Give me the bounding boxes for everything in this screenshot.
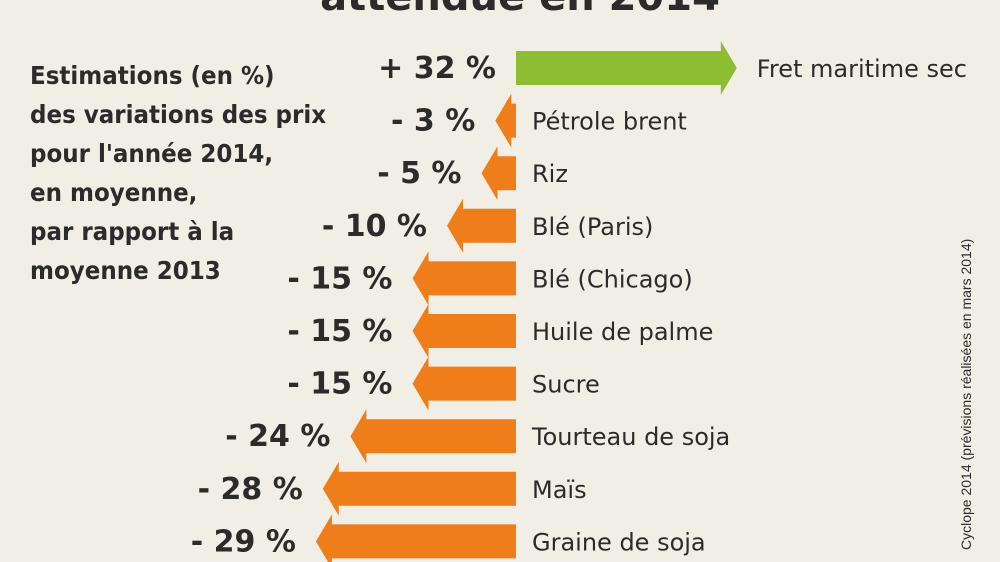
category-label: Riz — [532, 160, 568, 188]
description-line: des variations des prix — [30, 100, 327, 129]
value-label: - 5 % — [377, 156, 461, 191]
value-label: - 24 % — [225, 419, 330, 454]
description-line: moyenne 2013 — [30, 256, 221, 285]
bar-arrow — [516, 41, 737, 95]
bar-arrow — [412, 251, 516, 306]
description-line: par rapport à la — [30, 217, 235, 246]
value-label: + 32 % — [378, 51, 496, 86]
chart-title: attendue en 2014 — [300, 0, 740, 20]
value-label: - 15 % — [287, 314, 392, 349]
value-label: - 15 % — [287, 261, 392, 296]
value-label: - 29 % — [191, 524, 296, 559]
source-note: Cyclope 2014 (prévisions réalisées en ma… — [958, 238, 974, 550]
description-line: en moyenne, — [30, 178, 198, 207]
bar-arrow — [315, 514, 516, 562]
category-label: Tourteau de soja — [531, 423, 730, 451]
bar-arrow — [322, 461, 516, 516]
category-label: Graine de soja — [532, 528, 706, 556]
chart-description: Estimations (en %) des variations des pr… — [30, 56, 343, 290]
category-label: Blé (Chicago) — [532, 265, 693, 293]
value-label: - 10 % — [322, 209, 427, 244]
category-label: Blé (Paris) — [532, 213, 653, 241]
category-label: Sucre — [532, 371, 600, 399]
bar-arrow — [350, 409, 516, 464]
bar-arrow — [412, 304, 516, 358]
value-label: - 3 % — [391, 104, 475, 139]
category-label: Maïs — [532, 476, 587, 504]
value-label: - 28 % — [198, 472, 303, 507]
category-label: Pétrole brent — [532, 108, 687, 136]
category-label: Fret maritime sec — [757, 55, 967, 83]
bar-arrow — [412, 356, 516, 411]
description-line: Estimations (en %) — [30, 61, 275, 90]
value-label: - 15 % — [287, 367, 392, 402]
category-label: Huile de palme — [532, 318, 713, 346]
bar-arrow — [495, 93, 516, 148]
bar-arrow — [481, 146, 516, 201]
description-line: pour l'année 2014, — [30, 139, 274, 168]
bar-arrow — [447, 198, 516, 253]
